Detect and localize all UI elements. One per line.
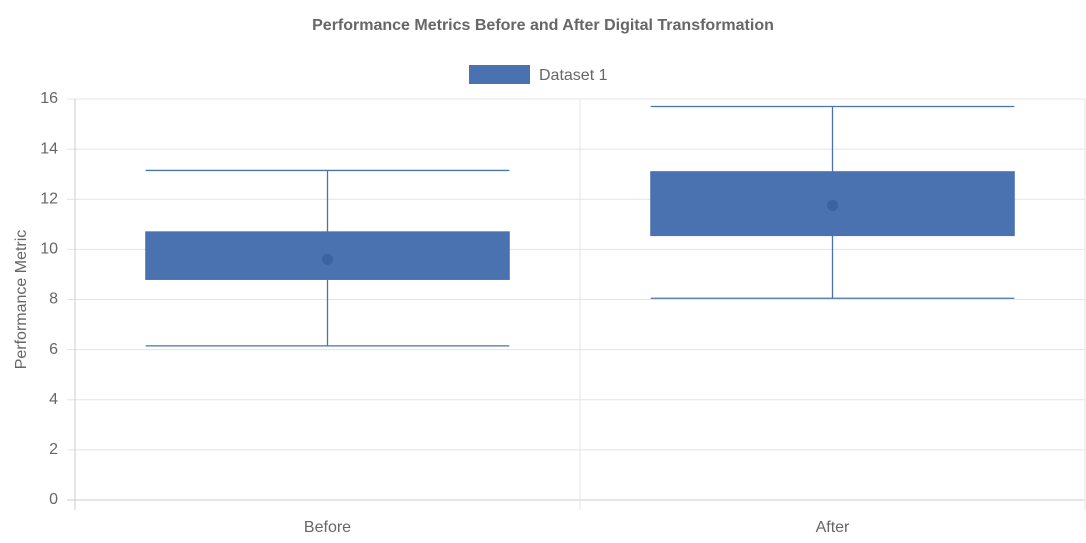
y-tick-label: 4 <box>49 391 58 408</box>
box-after[interactable] <box>650 105 1015 299</box>
y-tick-label: 16 <box>40 90 58 107</box>
chart-title: Performance Metrics Before and After Dig… <box>312 17 774 34</box>
y-tick-label: 2 <box>49 441 58 458</box>
box-series <box>145 105 1015 347</box>
tick-labels: 0 2 4 6 8 10 12 14 16 Before After <box>40 90 850 536</box>
y-tick-label: 0 <box>49 491 58 508</box>
legend-swatch[interactable] <box>469 65 530 84</box>
y-tick-label: 12 <box>40 190 58 207</box>
legend[interactable]: Dataset 1 <box>469 65 608 84</box>
mean-point[interactable] <box>827 200 838 212</box>
y-tick-label: 6 <box>49 341 58 358</box>
y-tick-label: 14 <box>40 140 58 157</box>
x-tick-label: Before <box>304 519 351 536</box>
grid <box>67 98 1086 510</box>
x-tick-label: After <box>816 519 850 536</box>
y-axis-title: Performance Metric <box>13 230 30 370</box>
y-tick-label: 8 <box>49 291 58 308</box>
mean-point[interactable] <box>322 253 333 265</box>
legend-label[interactable]: Dataset 1 <box>539 67 608 84</box>
y-tick-label: 10 <box>40 241 58 258</box>
box-before[interactable] <box>145 169 510 347</box>
